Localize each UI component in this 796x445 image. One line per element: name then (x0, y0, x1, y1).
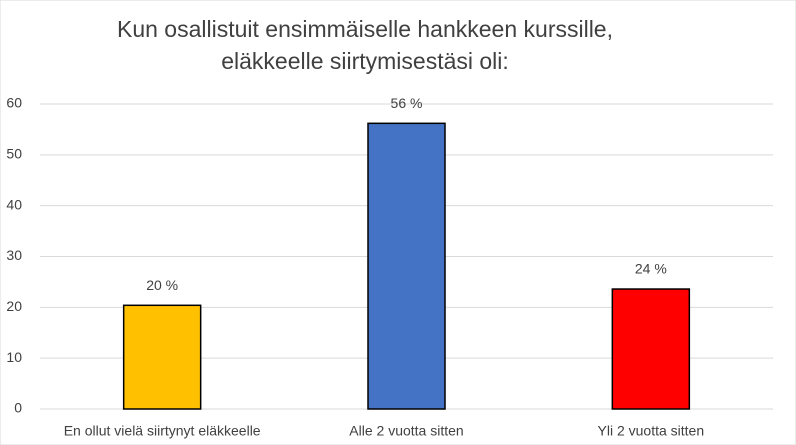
y-tick-label: 0 (14, 400, 22, 416)
y-tick-label: 10 (6, 349, 22, 365)
data-label: 20 % (146, 277, 178, 293)
data-label: 56 % (391, 95, 423, 111)
y-tick-label: 30 (6, 247, 22, 263)
chart-title-line: eläkkeelle siirtymisestäsi oli: (221, 48, 509, 74)
data-label: 24 % (635, 261, 667, 277)
x-tick-label: Yli 2 vuotta sitten (598, 423, 705, 439)
chart-title-line: Kun osallistuit ensimmäiselle hankkeen k… (117, 16, 613, 42)
y-tick-label: 20 (6, 298, 22, 314)
bar (122, 304, 202, 410)
y-tick-label: 50 (6, 146, 22, 162)
bar (611, 288, 691, 410)
y-tick-label: 60 (6, 95, 22, 111)
x-tick-label: En ollut vielä siirtynyt eläkkeelle (64, 423, 261, 439)
bar (367, 122, 446, 410)
x-tick-label: Alle 2 vuotta sitten (349, 423, 463, 439)
y-tick-label: 40 (6, 196, 22, 212)
